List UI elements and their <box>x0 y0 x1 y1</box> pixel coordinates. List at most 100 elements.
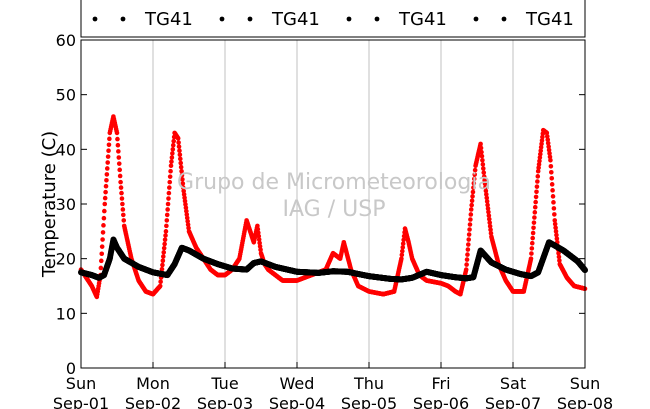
data-point <box>169 155 175 160</box>
data-point <box>546 147 552 153</box>
data-point <box>105 160 110 165</box>
data-point <box>101 215 107 221</box>
legend-marker <box>120 16 126 22</box>
legend-marker <box>92 16 98 22</box>
data-point <box>179 168 184 174</box>
data-point <box>167 185 172 190</box>
data-point <box>481 170 487 175</box>
data-point <box>470 194 475 199</box>
data-point <box>164 212 170 218</box>
series-0 <box>78 114 588 300</box>
data-point <box>103 189 108 195</box>
data-point <box>181 192 187 197</box>
data-point <box>180 177 185 182</box>
y-axis-title: Temperature (C) <box>39 131 60 278</box>
data-point <box>468 212 474 217</box>
data-point <box>471 185 476 190</box>
x-tick-date: Sep-07 <box>485 394 541 409</box>
data-point <box>255 230 261 235</box>
data-point <box>552 212 557 217</box>
data-point <box>486 209 491 215</box>
data-point <box>107 136 112 142</box>
data-point <box>179 173 185 178</box>
data-point <box>100 230 106 235</box>
data-point <box>530 230 536 236</box>
data-point <box>175 136 181 141</box>
data-point <box>118 179 123 185</box>
data-point <box>557 258 562 263</box>
data-point <box>540 134 545 140</box>
data-point <box>170 151 175 156</box>
y-tick-label: 40 <box>56 140 76 159</box>
data-point <box>184 208 189 214</box>
data-point <box>120 201 125 207</box>
x-tick-date: Sep-03 <box>197 394 253 409</box>
data-point <box>468 207 474 212</box>
data-point <box>466 232 472 237</box>
data-point <box>488 227 493 233</box>
data-point <box>257 244 263 249</box>
data-point <box>101 223 106 228</box>
data-point <box>487 223 493 229</box>
data-point <box>479 149 484 155</box>
data-point <box>171 138 176 144</box>
data-point <box>556 250 561 256</box>
data-point <box>478 145 484 151</box>
data-point <box>180 181 186 186</box>
legend-marker <box>247 16 253 22</box>
data-point <box>160 258 166 264</box>
data-point <box>529 240 535 246</box>
data-point <box>537 155 543 160</box>
data-point <box>117 167 122 173</box>
data-point <box>400 245 406 250</box>
data-point <box>100 237 105 242</box>
data-point <box>186 225 191 231</box>
data-point <box>536 162 542 167</box>
legend-marker <box>374 16 380 22</box>
data-point <box>529 251 534 256</box>
x-tick-date: Sep-04 <box>269 394 325 409</box>
data-point <box>464 257 470 262</box>
data-point <box>164 223 169 229</box>
legend-marker <box>473 16 479 22</box>
data-point <box>485 206 491 211</box>
legend-label: TG41 <box>144 9 193 30</box>
legend-marker <box>346 16 352 22</box>
x-tick-date: Sep-06 <box>413 394 469 409</box>
data-point <box>116 149 121 154</box>
data-point <box>551 206 557 211</box>
plot-area <box>78 114 588 300</box>
data-point <box>535 174 541 179</box>
data-point <box>178 156 183 162</box>
data-point <box>553 225 558 230</box>
data-point <box>554 236 560 241</box>
data-point <box>536 165 541 171</box>
watermark-line: IAG / USP <box>283 197 386 222</box>
data-point <box>551 200 556 205</box>
data-point <box>465 247 471 252</box>
data-point <box>399 252 405 258</box>
data-point <box>106 142 112 148</box>
data-point <box>534 184 540 189</box>
data-point <box>102 201 108 207</box>
x-tick-day: Fri <box>431 374 450 393</box>
data-point <box>466 237 472 242</box>
data-point <box>168 163 174 169</box>
data-point <box>163 229 169 234</box>
data-point <box>115 136 120 142</box>
x-tick-date: Sep-01 <box>53 394 109 409</box>
data-point <box>180 185 186 190</box>
data-point <box>102 208 107 214</box>
data-point <box>161 254 166 259</box>
data-point <box>255 226 261 232</box>
data-point <box>538 148 544 153</box>
data-point <box>472 167 478 173</box>
data-point <box>488 230 494 236</box>
data-point <box>116 155 122 160</box>
data-point <box>486 213 492 218</box>
data-point <box>182 195 187 200</box>
data-point <box>531 225 536 231</box>
data-point <box>538 144 544 150</box>
x-tick-date: Sep-02 <box>125 394 181 409</box>
